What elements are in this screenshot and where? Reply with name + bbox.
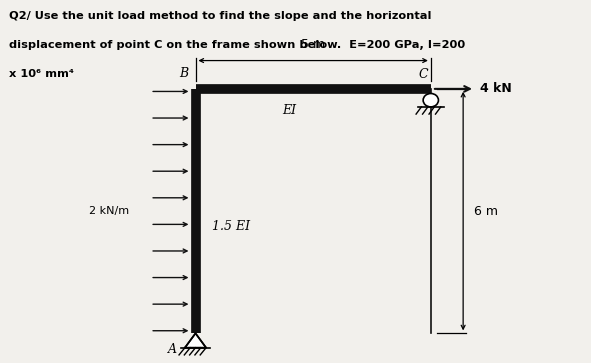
Text: EI: EI [282,104,297,117]
Text: 2 kN/m: 2 kN/m [89,206,129,216]
Text: 1.5 EI: 1.5 EI [212,220,250,233]
Text: 4 kN: 4 kN [480,82,511,95]
Text: 5 m: 5 m [301,38,325,51]
Circle shape [423,94,439,107]
Text: displacement of point C on the frame shown below.  E=200 GPa, I=200: displacement of point C on the frame sho… [9,40,465,50]
Text: A: A [168,343,177,356]
Text: x 10⁶ mm⁴: x 10⁶ mm⁴ [9,69,74,79]
Text: 6 m: 6 m [474,205,498,217]
Text: Q2/ Use the unit load method to find the slope and the horizontal: Q2/ Use the unit load method to find the… [9,11,431,21]
Text: B: B [179,66,189,79]
Text: C: C [418,68,428,81]
Polygon shape [185,333,206,348]
